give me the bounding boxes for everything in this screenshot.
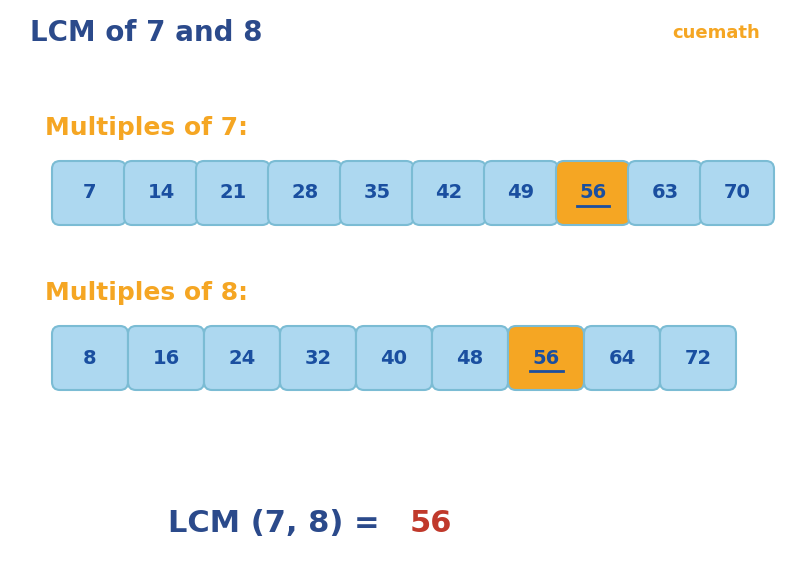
Text: 42: 42 [435,183,462,202]
FancyBboxPatch shape [52,326,128,390]
FancyBboxPatch shape [584,326,660,390]
FancyBboxPatch shape [124,161,198,225]
Text: LCM of 7 and 8: LCM of 7 and 8 [30,19,262,47]
Text: 72: 72 [685,349,711,368]
Text: 56: 56 [410,509,453,537]
FancyBboxPatch shape [356,326,432,390]
FancyBboxPatch shape [128,326,204,390]
Text: 70: 70 [723,183,750,202]
Text: 24: 24 [228,349,256,368]
Text: 14: 14 [147,183,174,202]
FancyBboxPatch shape [52,161,126,225]
Text: 8: 8 [83,349,97,368]
Text: 7: 7 [82,183,96,202]
Text: 49: 49 [507,183,534,202]
Text: 32: 32 [305,349,331,368]
Text: 35: 35 [363,183,390,202]
Text: Multiples of 7:: Multiples of 7: [45,116,248,140]
Text: 56: 56 [579,183,606,202]
FancyBboxPatch shape [412,161,486,225]
Text: cuemath: cuemath [672,24,760,42]
FancyBboxPatch shape [280,326,356,390]
FancyBboxPatch shape [340,161,414,225]
Text: 56: 56 [532,349,560,368]
Text: LCM (7, 8) =: LCM (7, 8) = [168,509,390,537]
Text: 16: 16 [152,349,180,368]
FancyBboxPatch shape [628,161,702,225]
Text: 21: 21 [219,183,246,202]
FancyBboxPatch shape [508,326,584,390]
FancyBboxPatch shape [484,161,558,225]
Text: Multiples of 8:: Multiples of 8: [45,281,248,305]
FancyBboxPatch shape [196,161,270,225]
FancyBboxPatch shape [432,326,508,390]
Text: 64: 64 [608,349,636,368]
Text: 63: 63 [651,183,678,202]
Text: 40: 40 [381,349,407,368]
FancyBboxPatch shape [700,161,774,225]
FancyBboxPatch shape [660,326,736,390]
FancyBboxPatch shape [204,326,280,390]
FancyBboxPatch shape [556,161,630,225]
FancyBboxPatch shape [268,161,342,225]
Text: 28: 28 [291,183,318,202]
Text: 48: 48 [456,349,484,368]
